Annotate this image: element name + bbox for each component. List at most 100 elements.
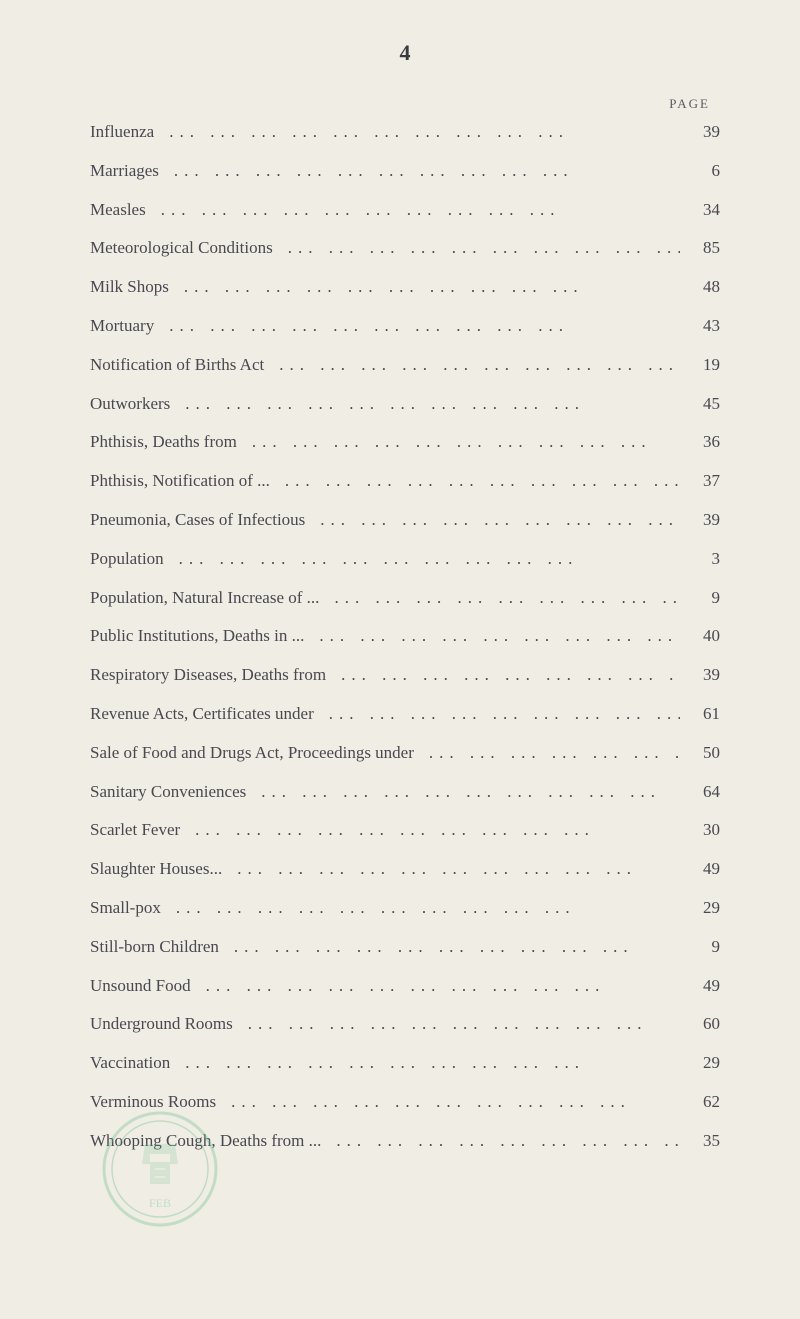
index-dots: ... ... ... ... ... ... ... ... ... ... (304, 624, 680, 648)
index-label: Scarlet Fever (90, 818, 180, 842)
index-page-number: 37 (680, 469, 720, 493)
index-row: Population ... ... ... ... ... ... ... .… (90, 547, 720, 571)
index-dots: ... ... ... ... ... ... ... ... ... ... (270, 469, 680, 493)
index-row: Revenue Acts, Certificates under ... ...… (90, 702, 720, 726)
index-row: Mortuary ... ... ... ... ... ... ... ...… (90, 314, 720, 338)
index-dots: ... ... ... ... ... ... ... ... ... ... (233, 1012, 680, 1036)
index-dots: ... ... ... ... ... ... ... ... ... ... (319, 586, 680, 610)
stamp-seal-icon: FEB (100, 1109, 220, 1229)
index-dots: ... ... ... ... ... ... ... ... ... ... (222, 857, 680, 881)
index-label: Sanitary Conveniences (90, 780, 246, 804)
index-row: Sale of Food and Drugs Act, Proceedings … (90, 741, 720, 765)
seal-text: FEB (149, 1196, 171, 1210)
index-row: Slaughter Houses... ... ... ... ... ... … (90, 857, 720, 881)
index-label: Respiratory Diseases, Deaths from (90, 663, 326, 687)
index-dots: ... ... ... ... ... ... ... ... ... ... (321, 1129, 680, 1153)
index-page-number: 29 (680, 896, 720, 920)
index-row: Marriages ... ... ... ... ... ... ... ..… (90, 159, 720, 183)
index-row: Underground Rooms ... ... ... ... ... ..… (90, 1012, 720, 1036)
index-label: Vaccination (90, 1051, 170, 1075)
index-row: Measles ... ... ... ... ... ... ... ... … (90, 198, 720, 222)
index-label: Population, Natural Increase of ... (90, 586, 319, 610)
index-row: Pneumonia, Cases of Infectious ... ... .… (90, 508, 720, 532)
index-dots: ... ... ... ... ... ... ... ... ... ... (246, 780, 680, 804)
index-dots: ... ... ... ... ... ... ... ... ... ... (161, 896, 680, 920)
index-dots: ... ... ... ... ... ... ... ... ... ... (169, 275, 680, 299)
index-row: Scarlet Fever ... ... ... ... ... ... ..… (90, 818, 720, 842)
index-label: Sale of Food and Drugs Act, Proceedings … (90, 741, 414, 765)
index-dots: ... ... ... ... ... ... ... ... ... ... (154, 314, 680, 338)
index-dots: ... ... ... ... ... ... ... ... ... ... (216, 1090, 680, 1114)
index-label: Revenue Acts, Certificates under (90, 702, 314, 726)
index-page-number: 39 (680, 120, 720, 144)
index-dots: ... ... ... ... ... ... ... ... ... ... (164, 547, 680, 571)
index-row: Milk Shops ... ... ... ... ... ... ... .… (90, 275, 720, 299)
index-page-number: 43 (680, 314, 720, 338)
index-label: Milk Shops (90, 275, 169, 299)
index-label: Phthisis, Notification of ... (90, 469, 270, 493)
index-page-number: 60 (680, 1012, 720, 1036)
page-header-label: PAGE (90, 96, 720, 112)
index-label: Unsound Food (90, 974, 191, 998)
index-label: Notification of Births Act (90, 353, 264, 377)
index-dots: ... ... ... ... ... ... ... ... ... ... (314, 702, 680, 726)
page-number: 4 (90, 40, 720, 66)
index-page-number: 9 (680, 586, 720, 610)
index-row: Meteorological Conditions ... ... ... ..… (90, 236, 720, 260)
index-label: Population (90, 547, 164, 571)
index-dots: ... ... ... ... ... ... ... ... ... ... (170, 392, 680, 416)
index-row: Unsound Food ... ... ... ... ... ... ...… (90, 974, 720, 998)
index-dots: ... ... ... ... ... ... ... ... ... ... (237, 430, 680, 454)
index-container: Influenza ... ... ... ... ... ... ... ..… (90, 120, 720, 1153)
index-row: Respiratory Diseases, Deaths from ... ..… (90, 663, 720, 687)
index-page-number: 3 (680, 547, 720, 571)
index-dots: ... ... ... ... ... ... ... ... ... ... (180, 818, 680, 842)
index-label: Influenza (90, 120, 154, 144)
index-dots: ... ... ... ... ... ... ... ... ... ... (146, 198, 680, 222)
index-label: Meteorological Conditions (90, 236, 273, 260)
index-page-number: 34 (680, 198, 720, 222)
index-page-number: 45 (680, 392, 720, 416)
index-row: Still-born Children ... ... ... ... ... … (90, 935, 720, 959)
index-page-number: 62 (680, 1090, 720, 1114)
index-row: Small-pox ... ... ... ... ... ... ... ..… (90, 896, 720, 920)
index-page-number: 35 (680, 1129, 720, 1153)
index-dots: ... ... ... ... ... ... ... ... ... ... (219, 935, 680, 959)
index-page-number: 61 (680, 702, 720, 726)
index-label: Small-pox (90, 896, 161, 920)
index-page-number: 85 (680, 236, 720, 260)
index-row: Phthisis, Notification of ... ... ... ..… (90, 469, 720, 493)
index-page-number: 39 (680, 508, 720, 532)
index-dots: ... ... ... ... ... ... ... ... ... ... (273, 236, 680, 260)
index-row: Outworkers ... ... ... ... ... ... ... .… (90, 392, 720, 416)
index-page-number: 19 (680, 353, 720, 377)
index-page-number: 9 (680, 935, 720, 959)
index-label: Measles (90, 198, 146, 222)
index-label: Marriages (90, 159, 159, 183)
index-row: Vaccination ... ... ... ... ... ... ... … (90, 1051, 720, 1075)
index-dots: ... ... ... ... ... ... ... ... ... ... (326, 663, 680, 687)
index-page-number: 49 (680, 974, 720, 998)
index-page-number: 64 (680, 780, 720, 804)
index-page-number: 29 (680, 1051, 720, 1075)
index-dots: ... ... ... ... ... ... ... ... ... ... (191, 974, 680, 998)
index-row: Phthisis, Deaths from ... ... ... ... ..… (90, 430, 720, 454)
index-row: Public Institutions, Deaths in ... ... .… (90, 624, 720, 648)
index-dots: ... ... ... ... ... ... ... ... ... ... (170, 1051, 680, 1075)
index-label: Mortuary (90, 314, 154, 338)
index-label: Still-born Children (90, 935, 219, 959)
index-page-number: 49 (680, 857, 720, 881)
index-row: Sanitary Conveniences ... ... ... ... ..… (90, 780, 720, 804)
index-page-number: 39 (680, 663, 720, 687)
index-dots: ... ... ... ... ... ... ... ... ... ... (154, 120, 680, 144)
index-row: Influenza ... ... ... ... ... ... ... ..… (90, 120, 720, 144)
index-page-number: 48 (680, 275, 720, 299)
index-label: Pneumonia, Cases of Infectious (90, 508, 305, 532)
index-page-number: 36 (680, 430, 720, 454)
index-page-number: 40 (680, 624, 720, 648)
index-label: Slaughter Houses... (90, 857, 222, 881)
index-page-number: 50 (680, 741, 720, 765)
index-label: Public Institutions, Deaths in ... (90, 624, 304, 648)
index-label: Outworkers (90, 392, 170, 416)
index-page-number: 6 (680, 159, 720, 183)
